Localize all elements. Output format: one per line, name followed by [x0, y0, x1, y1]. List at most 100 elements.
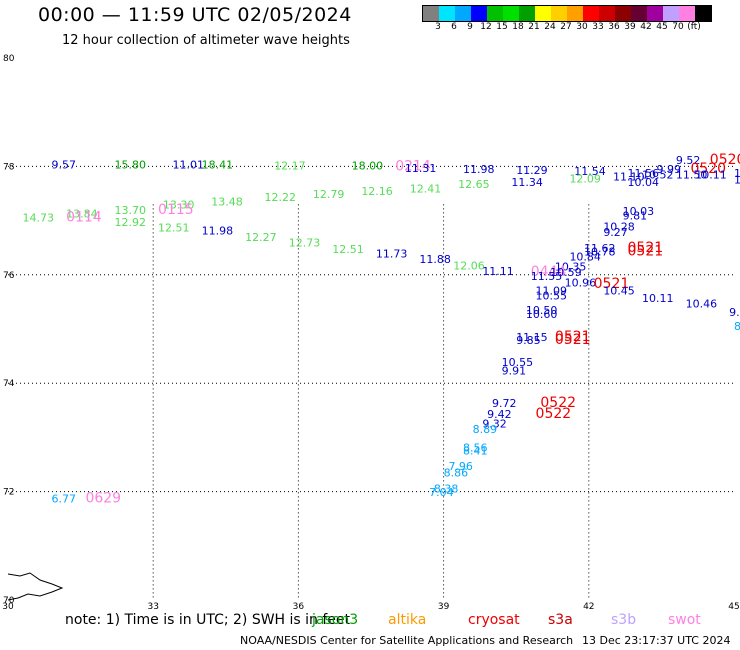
wave-height-value: 8. — [734, 320, 740, 333]
wave-height-value: 8.41 — [463, 445, 488, 458]
colorbar-label: 12 — [480, 22, 492, 32]
wave-height-value: 13.84 — [66, 207, 98, 220]
legend-item: s3a — [548, 612, 573, 628]
wave-height-value: 12.41 — [410, 182, 442, 195]
wave-height-value: 12.51 — [332, 243, 364, 256]
wave-height-value: 12.09 — [569, 173, 601, 186]
wave-height-value: 9.42 — [487, 408, 512, 421]
colorbar-swatch — [551, 6, 567, 21]
wave-height-value: 12.16 — [361, 185, 393, 198]
colorbar-label: 18 — [512, 22, 524, 32]
pass-time-label: 0214 — [395, 159, 431, 175]
timestamp: 13 Dec 23:17:37 UTC 2024 — [582, 634, 731, 647]
colorbar-swatch — [423, 6, 439, 21]
wave-height-value: 7.04 — [429, 486, 454, 499]
pass-time-label: 0520 — [710, 152, 740, 168]
wave-height-value: 12.17 — [274, 160, 306, 173]
colorbar-label: 21 — [528, 22, 540, 32]
wave-height-value: 10.28 — [603, 220, 635, 233]
wave-height-value: 12.27 — [245, 231, 277, 244]
wave-height-value: 9.52 — [676, 154, 701, 167]
wave-height-value: 11.50 — [676, 168, 708, 181]
lat-label: 72 — [3, 488, 14, 498]
pass-time-label: 0444 — [531, 264, 567, 280]
wave-height-value: 13.30 — [163, 199, 195, 212]
colorbar-label: 27 — [560, 22, 572, 32]
wave-height-value: 10.59 — [550, 266, 582, 279]
lat-label: 74 — [3, 379, 15, 389]
wave-height-value: 11.56 — [628, 167, 660, 180]
wave-height-value: 11.54 — [574, 165, 606, 178]
wave-height-value: 10.45 — [603, 284, 635, 297]
lon-label: 36 — [293, 602, 305, 612]
pass-time-label: 0629 — [85, 490, 121, 506]
wave-height-value: 10.78 — [584, 245, 616, 258]
lat-label: 76 — [3, 271, 15, 281]
wave-height-value: 10.96 — [565, 277, 597, 290]
colorbar-swatch — [663, 6, 679, 21]
colorbar-swatch — [695, 6, 711, 21]
wave-height-value: 11.01 — [173, 159, 205, 172]
wave-height-value: 10.35 — [555, 260, 587, 273]
wave-height-value: 9.27 — [603, 226, 628, 239]
wave-height-value: 11.31 — [405, 162, 437, 175]
legend-item: swot — [668, 612, 701, 628]
colorbar-swatch — [647, 6, 663, 21]
wave-height-value: 11.34 — [511, 176, 543, 189]
pass-time-label: 0520 — [690, 161, 726, 177]
lon-label: 42 — [583, 602, 594, 612]
wave-height-value: 13.70 — [114, 204, 146, 217]
credit-text: NOAA/NESDIS Center for Satellite Applica… — [240, 634, 574, 647]
wave-height-value: 11.29 — [516, 164, 548, 177]
wave-height-value: 10.55 — [536, 290, 568, 303]
colorbar-label: 33 — [592, 22, 604, 32]
wave-height-value: 8.38 — [434, 483, 459, 496]
colorbar-swatch — [583, 6, 599, 21]
wave-height-value: 9.57 — [52, 159, 76, 172]
wave-height-value: 11.11 — [482, 265, 514, 278]
wave-height-value: 13.48 — [211, 195, 243, 208]
page-subtitle: 12 hour collection of altimeter wave hei… — [62, 33, 350, 48]
wave-height-value: 10.55 — [502, 356, 534, 369]
colorbar-label: 30 — [576, 22, 588, 32]
colorbar-label: 36 — [608, 22, 620, 32]
wave-height-value: 8.56 — [463, 441, 488, 454]
colorbar-swatch — [471, 6, 487, 21]
wave-height-value: 10 — [734, 174, 740, 187]
colorbar-swatch — [439, 6, 455, 21]
wave-height-value: 9.72 — [492, 397, 517, 410]
lon-label: 45 — [728, 602, 739, 612]
colorbar-swatch — [519, 6, 535, 21]
colorbar-label: 9 — [467, 22, 473, 32]
colorbar-label: 70 — [672, 22, 684, 32]
wave-height-value: 10.11 — [642, 292, 674, 305]
wave-height-value: 10.46 — [686, 297, 718, 310]
colorbar-label: 39 — [624, 22, 636, 32]
colorbar-label: (ft) — [687, 22, 701, 32]
colorbar-swatch — [599, 6, 615, 21]
wave-height-value: 14.73 — [23, 212, 55, 225]
wave-height-value: 15.80 — [114, 159, 146, 172]
wave-height-value: 11.09 — [536, 284, 568, 297]
wave-height-value: 8.86 — [444, 466, 469, 479]
colorbar — [422, 5, 712, 22]
colorbar-swatch — [503, 6, 519, 21]
coastline — [7, 572, 64, 601]
lon-label: 33 — [147, 602, 158, 612]
pass-time-label: 0115 — [158, 202, 194, 218]
wave-height-value: 18.41 — [202, 159, 234, 172]
colorbar-label: 45 — [656, 22, 668, 32]
wave-height-value: 11.98 — [463, 163, 495, 176]
pass-time-label: 0521 — [555, 332, 591, 348]
legend-item: altika — [388, 612, 427, 628]
lat-label: 78 — [3, 162, 15, 172]
lon-label: 30 — [2, 602, 14, 612]
wave-height-value: 10.11 — [695, 168, 727, 181]
colorbar-label: 6 — [451, 22, 457, 32]
wave-height-value: 12.22 — [265, 191, 297, 204]
wave-height-value: 12.73 — [289, 237, 321, 250]
wave-height-value: 10.60 — [526, 308, 558, 321]
colorbar-label: 15 — [496, 22, 508, 32]
wave-height-value: 18.00 — [352, 160, 384, 173]
wave-height-value: 12.79 — [313, 188, 345, 201]
